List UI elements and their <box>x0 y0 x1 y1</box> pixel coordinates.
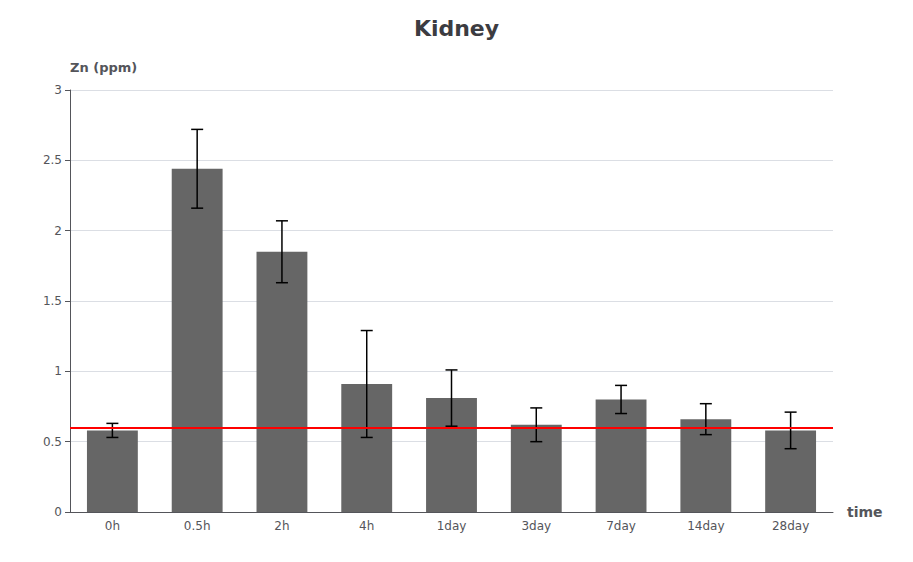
svg-text:0: 0 <box>54 505 62 519</box>
svg-text:time: time <box>847 504 883 520</box>
svg-text:2.5: 2.5 <box>43 153 62 167</box>
svg-text:1.5: 1.5 <box>43 294 62 308</box>
svg-text:0.5: 0.5 <box>43 435 62 449</box>
svg-text:0.5h: 0.5h <box>184 519 211 533</box>
svg-text:7day: 7day <box>606 519 636 533</box>
svg-text:3: 3 <box>54 83 62 97</box>
svg-text:Zn (ppm): Zn (ppm) <box>70 60 137 75</box>
svg-text:1: 1 <box>54 364 62 378</box>
svg-text:2h: 2h <box>274 519 289 533</box>
svg-text:2: 2 <box>54 224 62 238</box>
svg-text:1day: 1day <box>437 519 467 533</box>
svg-text:3day: 3day <box>521 519 551 533</box>
svg-text:4h: 4h <box>359 519 374 533</box>
svg-text:Kidney: Kidney <box>414 16 499 41</box>
svg-text:28day: 28day <box>772 519 809 533</box>
svg-text:14day: 14day <box>687 519 724 533</box>
svg-text:0h: 0h <box>105 519 120 533</box>
